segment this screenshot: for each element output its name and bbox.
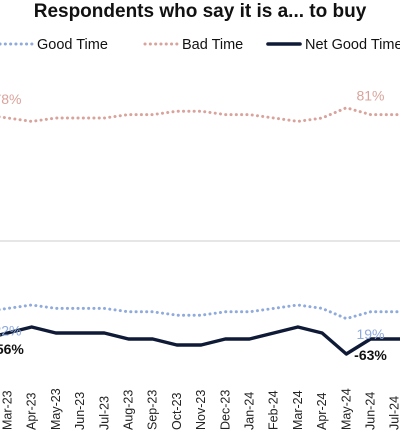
x-tick-oct-23: Oct-23 <box>170 392 184 430</box>
x-tick-jul-23: Jul-23 <box>97 396 111 430</box>
annotation-layer: 78% 81% 22% 19% -56% -63% <box>0 88 387 363</box>
x-tick-dec-23: Dec-23 <box>218 390 232 430</box>
annotation-bad-time-mar-23: 78% <box>0 91 22 107</box>
series-line-good-time <box>0 303 400 321</box>
x-tick-jun-24: Jun-24 <box>364 392 378 430</box>
series-line-net-good-time <box>0 325 400 356</box>
x-tick-aug-23: Aug-23 <box>122 390 136 430</box>
x-tick-jun-23: Jun-23 <box>73 392 87 430</box>
legend: Good Time Bad Time Net Good Time <box>0 37 400 53</box>
x-tick-apr-23: Apr-23 <box>25 392 39 430</box>
x-tick-mar-24: Mar-24 <box>291 390 305 430</box>
legend-label-bad-time: Bad Time <box>182 37 243 53</box>
x-tick-apr-24: Apr-24 <box>315 392 329 430</box>
legend-item-good-time: Good Time <box>0 37 108 53</box>
legend-item-bad-time: Bad Time <box>143 37 243 53</box>
legend-label-good-time: Good Time <box>37 37 108 53</box>
x-tick-may-24: May-24 <box>339 388 353 430</box>
legend-label-net-good-time: Net Good Time <box>305 37 400 53</box>
x-tick-jul-24: Jul-24 <box>388 396 400 430</box>
x-tick-nov-23: Nov-23 <box>194 390 208 430</box>
series-layer <box>0 106 400 356</box>
x-tick-sep-23: Sep-23 <box>146 390 160 430</box>
annotation-good-time-jun-24: 19% <box>356 326 384 342</box>
annotation-net-good-time-jun-24: -63% <box>354 347 387 363</box>
x-tick-may-23: May-23 <box>49 388 63 430</box>
series-line-bad-time <box>0 106 400 123</box>
x-tick-jan-24: Jan-24 <box>243 392 257 430</box>
x-tick-mar-23: Mar-23 <box>1 390 15 430</box>
x-axis-ticks: Mar-23 Apr-23 May-23 Jun-23 Jul-23 Aug-23 Sep-… <box>1 388 400 430</box>
annotation-good-time-mar-23: 22% <box>0 322 22 338</box>
annotation-bad-time-jun-24: 81% <box>356 88 384 104</box>
chart-title: Respondents who say it is a... to buy <box>33 1 367 22</box>
annotation-net-good-time-mar-23: -56% <box>0 341 24 357</box>
legend-item-net-good-time: Net Good Time <box>266 37 400 53</box>
x-tick-feb-24: Feb-24 <box>267 390 281 430</box>
